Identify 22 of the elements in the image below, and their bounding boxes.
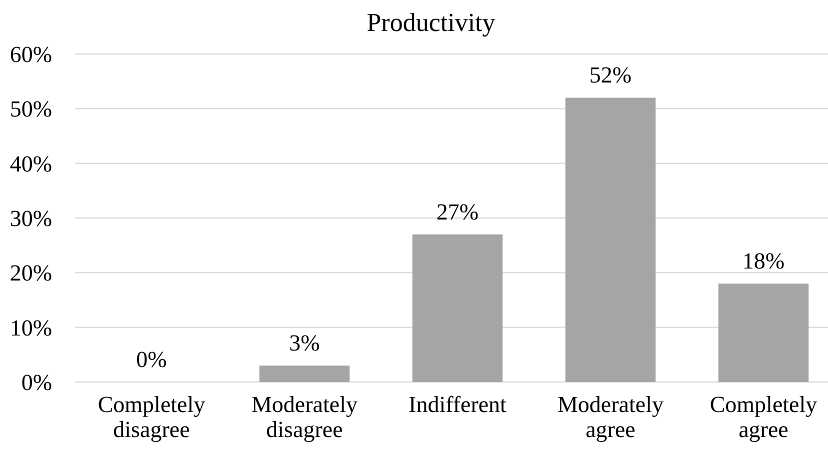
data-label: 52% [589, 62, 632, 88]
data-label: 27% [436, 199, 479, 224]
data-label: 18% [742, 248, 785, 274]
bar [412, 234, 503, 382]
bar [259, 366, 350, 382]
y-tick-label: 60% [10, 42, 52, 68]
y-tick-label: 10% [10, 315, 52, 340]
data-label: 0% [136, 347, 167, 372]
data-label: 3% [289, 330, 320, 356]
bar [565, 98, 656, 382]
y-tick-label: 40% [10, 151, 52, 176]
y-tick-label: 50% [10, 96, 52, 122]
y-tick-label: 30% [10, 206, 52, 232]
y-tick-label: 20% [10, 260, 52, 286]
bar [718, 284, 809, 382]
chart-title: Productivity [366, 8, 496, 37]
x-tick-label: Indifferent [408, 392, 508, 417]
y-tick-label: 0% [21, 370, 52, 396]
x-tick-label: Moderately disagree [251, 392, 358, 442]
x-tick-label: Completely agree [710, 392, 818, 442]
x-tick-label: Moderately agree [557, 392, 664, 442]
x-tick-label: Completely disagree [98, 392, 206, 442]
